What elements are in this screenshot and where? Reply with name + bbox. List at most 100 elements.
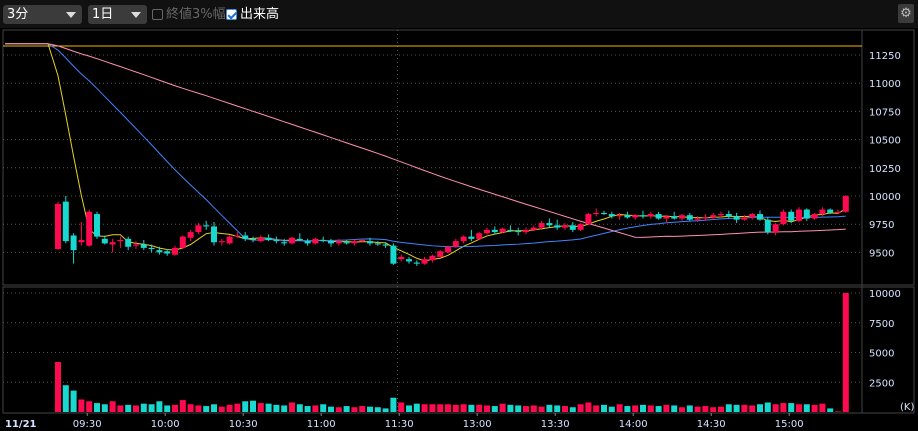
candle-down <box>725 214 732 217</box>
candle-down <box>211 226 217 243</box>
ma-mid-line <box>5 43 846 248</box>
volume-bar <box>359 406 366 412</box>
candle-up <box>398 256 405 260</box>
candle-down <box>164 251 171 254</box>
volume-bar <box>585 402 592 412</box>
candle-down <box>242 235 249 239</box>
chart-toolbar: 3分 1日 終値3%幅 出来高 ⚙ <box>0 0 918 28</box>
candle-down <box>569 225 576 230</box>
volume-bar <box>351 407 358 412</box>
candle-up <box>421 259 428 264</box>
volume-bar <box>671 405 678 412</box>
price-tick-label: 9750 <box>869 220 894 231</box>
period-select[interactable]: 1日 <box>88 5 147 24</box>
volume-bar <box>655 406 662 412</box>
volume-bar <box>764 402 771 412</box>
candle-up <box>632 215 639 218</box>
candle-up <box>663 216 670 219</box>
candle-up <box>741 217 748 220</box>
gear-icon: ⚙ <box>900 6 912 21</box>
candle-up <box>530 227 537 230</box>
candle-up <box>359 239 366 242</box>
candle-up <box>195 225 202 233</box>
candle-up <box>234 235 241 237</box>
volume-unit-label: (K) <box>900 402 914 413</box>
candle-down <box>601 212 607 215</box>
candle-down <box>273 239 280 242</box>
volume-bar <box>125 404 132 412</box>
settings-button[interactable]: ⚙ <box>898 4 914 23</box>
date-label: 11/21 <box>5 419 37 430</box>
candle-down <box>788 211 795 221</box>
volume-bar <box>499 403 506 412</box>
candle-down <box>764 219 771 233</box>
volume-bar <box>429 404 436 412</box>
candle-up <box>811 214 818 219</box>
candle-up <box>749 214 756 218</box>
candle-up <box>835 211 841 213</box>
volume-bar <box>811 404 818 412</box>
candle-down <box>281 242 288 244</box>
candle-up <box>187 232 194 238</box>
volume-bar <box>109 401 116 412</box>
volume-bar <box>140 403 147 412</box>
candle-down <box>671 216 678 219</box>
volume-bar <box>265 403 272 412</box>
candle-down <box>367 241 373 244</box>
interval-select[interactable]: 3分 <box>3 5 82 24</box>
volume-checkbox[interactable]: 出来高 <box>226 7 279 22</box>
volume-bar <box>195 405 202 412</box>
x-tick-label: 10:30 <box>229 419 258 430</box>
candle-down <box>203 225 210 227</box>
candle-up <box>562 225 568 228</box>
checkbox-checked-icon <box>226 9 237 20</box>
candle-down <box>554 225 561 228</box>
candle-up <box>538 223 545 228</box>
candle-down <box>733 216 740 220</box>
volume-bar <box>772 404 779 412</box>
volume-bar <box>608 406 615 412</box>
candle-up <box>133 244 139 246</box>
candle-down <box>320 239 327 242</box>
volume-bar <box>757 404 763 412</box>
volume-bar <box>242 401 249 412</box>
volume-bar <box>647 405 654 412</box>
candle-down <box>608 214 615 217</box>
close-range-checkbox[interactable]: 終値3%幅 <box>152 7 226 22</box>
volume-bar <box>390 397 397 412</box>
candle-up <box>772 224 779 233</box>
candle-up <box>55 203 61 250</box>
candle-down <box>507 229 514 231</box>
volume-bar <box>281 405 288 412</box>
candle-down <box>265 237 272 240</box>
volume-bar <box>413 403 420 412</box>
volume-tick-label: 10000 <box>869 289 901 300</box>
volume-bar <box>530 405 537 412</box>
candle-down <box>343 242 350 244</box>
candle-up <box>679 215 685 219</box>
candle-down <box>468 236 475 239</box>
volume-bar <box>484 405 490 412</box>
candle-up <box>351 241 358 244</box>
x-tick-label: 14:30 <box>697 419 726 430</box>
candle-up <box>226 236 233 244</box>
candle-down <box>250 238 256 240</box>
volume-bar <box>70 390 77 412</box>
checkbox-unchecked-icon <box>152 9 163 20</box>
candle-up <box>819 209 826 215</box>
candle-up <box>616 215 623 217</box>
volume-bar <box>679 407 685 412</box>
volume-label: 出来高 <box>240 7 280 22</box>
candle-up <box>445 246 451 253</box>
price-tick-label: 10250 <box>869 164 901 175</box>
volume-bar <box>827 408 834 412</box>
volume-bar <box>632 405 639 412</box>
candle-up <box>335 241 342 244</box>
volume-bar <box>203 406 210 412</box>
volume-bar <box>569 407 576 412</box>
volume-bar <box>601 404 607 412</box>
volume-bar <box>686 405 693 412</box>
volume-bar <box>234 403 241 412</box>
ma-long-line <box>5 43 846 238</box>
